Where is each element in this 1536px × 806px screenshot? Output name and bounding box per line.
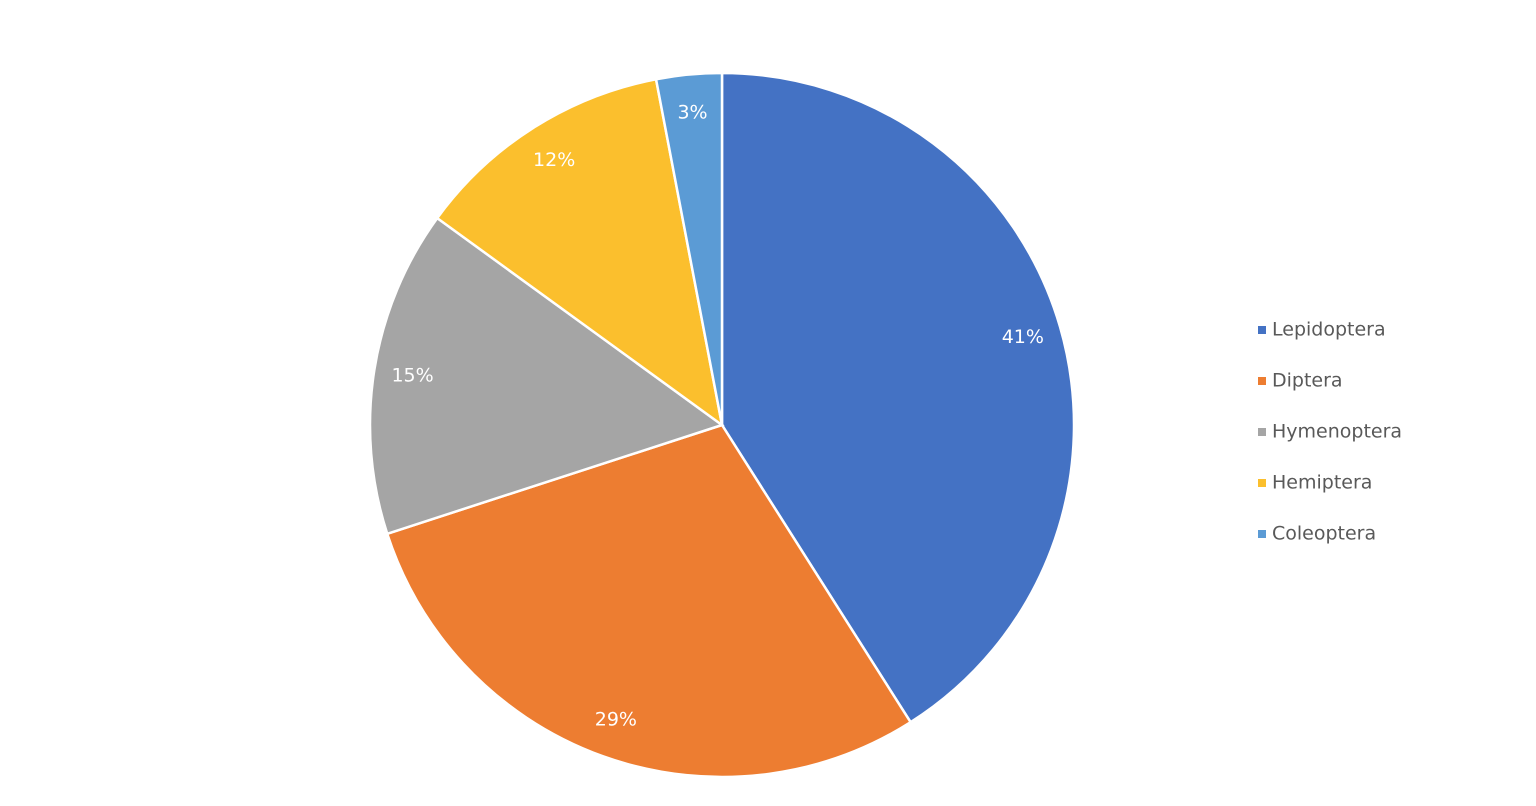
legend-swatch bbox=[1258, 530, 1266, 538]
legend-label: Hemiptera bbox=[1272, 472, 1372, 494]
pie-slice bbox=[385, 423, 913, 779]
data-label: 29% bbox=[595, 708, 637, 730]
legend-label: Diptera bbox=[1272, 370, 1343, 392]
legend-swatch bbox=[1258, 428, 1266, 436]
legend-label: Hymenoptera bbox=[1272, 421, 1402, 443]
pie-slice bbox=[654, 71, 724, 426]
data-label: 15% bbox=[391, 364, 433, 386]
legend-label: Lepidoptera bbox=[1272, 319, 1386, 341]
legend-label: Coleoptera bbox=[1272, 523, 1376, 545]
data-label: 3% bbox=[677, 102, 707, 124]
legend-swatch bbox=[1258, 326, 1266, 334]
data-label: 12% bbox=[533, 149, 575, 171]
data-label: 41% bbox=[1002, 326, 1044, 348]
pie-slice bbox=[435, 77, 724, 428]
legend-swatch bbox=[1258, 377, 1266, 385]
legend-swatch bbox=[1258, 479, 1266, 487]
pie-slice bbox=[368, 216, 725, 536]
pie-slice bbox=[720, 71, 1076, 724]
